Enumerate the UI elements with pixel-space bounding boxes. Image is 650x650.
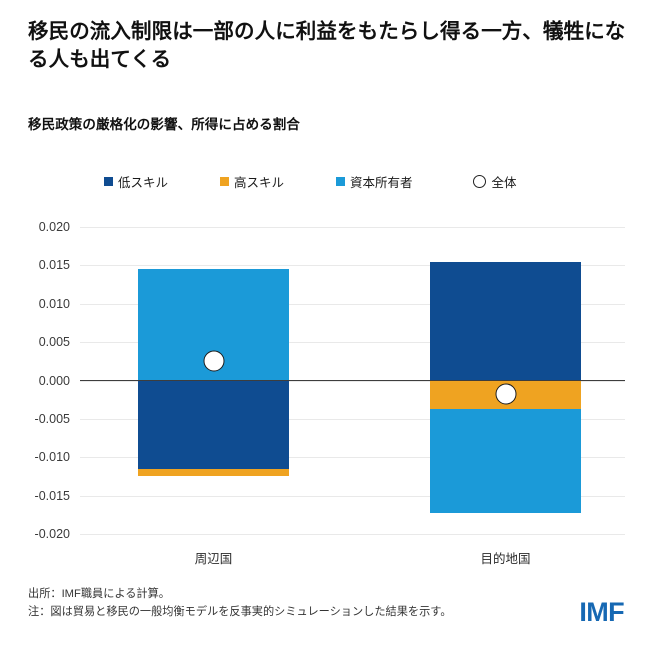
zero-axis-line: [80, 379, 625, 382]
y-axis-tick-label: 0.015: [38, 258, 70, 273]
legend-item-4[interactable]: 全体: [472, 172, 517, 191]
bar-segment: [138, 468, 289, 477]
legend-item-2[interactable]: 高スキル: [220, 172, 284, 191]
methodology-note: 注：図は貿易と移民の一般均衡モデルを反事実的シミュレーションした結果を示す。: [28, 605, 452, 618]
x-axis-tick-label: 目的地国: [480, 552, 531, 566]
bar-group-1[interactable]: 周辺国: [138, 227, 289, 566]
total-marker-circle-icon: [495, 383, 516, 405]
gridline: [80, 265, 625, 267]
plot-area: 0.020 0.015 0.010 0.005 0.000 -0.005 -0.010 -0.…: [35, 220, 625, 566]
y-axis-tick-label: 0.005: [38, 335, 70, 350]
legend-square-icon: [104, 176, 113, 186]
bar-group-2[interactable]: 目的地国: [430, 227, 581, 566]
gridline: [80, 418, 625, 420]
y-axis-tick-label: -0.015: [34, 488, 70, 503]
legend-square-icon: [220, 176, 230, 186]
bar-segment: [430, 408, 581, 514]
y-axis-tick-label: 0.000: [38, 373, 70, 388]
gridline: [80, 534, 625, 535]
gridline: [80, 303, 625, 305]
imf-logo: IMF: [579, 597, 624, 627]
gridline: [80, 342, 625, 344]
legend-item-label: 高スキル: [234, 175, 285, 190]
legend-item-3[interactable]: 資本所有者: [336, 172, 413, 191]
y-axis-tick-label: -0.020: [34, 527, 70, 541]
y-axis-tick-label: 0.010: [38, 296, 70, 311]
y-axis-tick-label: 0.020: [38, 220, 70, 234]
footnotes: 出所：IMF職員による計算。 注：図は貿易と移民の一般均衡モデルを反事実的シミュ…: [28, 586, 548, 621]
gridline: [80, 457, 625, 459]
legend-circle-icon: [472, 174, 486, 188]
y-axis-tick-label: -0.010: [34, 450, 70, 465]
gridline: [80, 495, 625, 497]
total-marker-circle-icon: [203, 350, 224, 372]
legend-item-label: 低スキル: [118, 175, 169, 190]
page-title: 移民の流入制限は一部の人に利益をもたらし得る一方、犠牲になる人も出てくる: [28, 20, 626, 71]
chart-subtitle: 移民政策の厳格化の影響、所得に占める割合: [28, 117, 300, 132]
x-axis-tick-label: 周辺国: [194, 552, 233, 566]
y-axis-tick-label: -0.005: [34, 411, 70, 426]
legend-item-label: 資本所有者: [350, 175, 413, 190]
legend-item-label: 全体: [491, 175, 517, 190]
bar-segment: [430, 262, 581, 381]
source-note: 出所：IMF職員による計算。: [28, 588, 170, 600]
chart-legend: 低スキル 高スキル 資本所有者 全体: [80, 170, 580, 192]
gridline: [80, 227, 625, 228]
bar-segment: [138, 380, 289, 469]
legend-square-icon: [336, 176, 346, 186]
legend-item-1[interactable]: 低スキル: [104, 172, 168, 191]
